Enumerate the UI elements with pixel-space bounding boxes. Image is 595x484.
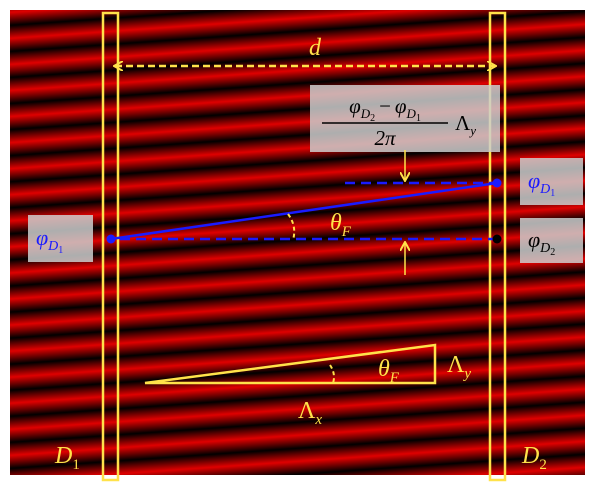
phase-point-left	[107, 235, 116, 244]
figure: d φD2−φD1 2π Λy θF φD1 φD1 φD2 θF Λy Λx …	[0, 0, 595, 484]
distance-label: d	[309, 35, 322, 61]
page: {"labels": { "distance": "d", "left_dete…	[0, 0, 595, 484]
formula-denominator: 2π	[374, 126, 396, 150]
phase-point-right-bottom	[493, 235, 502, 244]
phase-point-right-top	[493, 179, 502, 188]
